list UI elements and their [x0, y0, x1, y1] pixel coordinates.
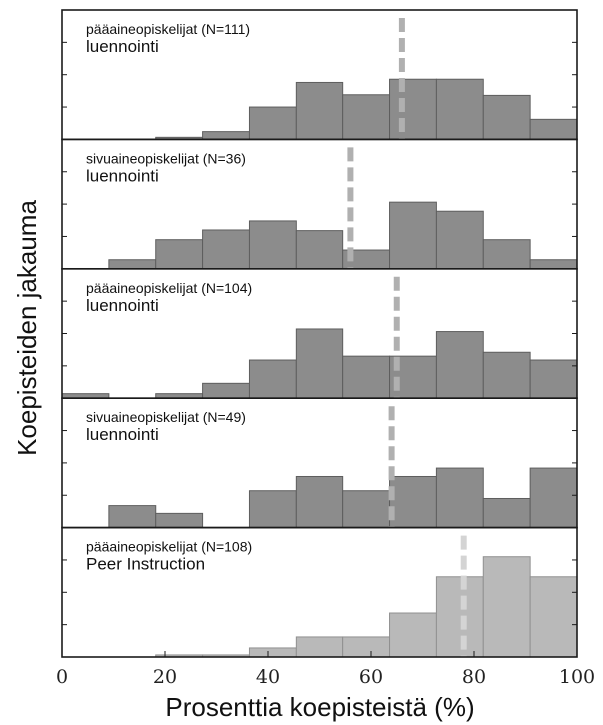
histogram-bar: [248, 647, 297, 658]
x-tick-label: 40: [256, 666, 280, 688]
panel-group-label: pääaineopiskelijat (N=108): [86, 539, 252, 555]
histogram-bar: [295, 636, 344, 658]
x-tick-label: 80: [462, 666, 486, 688]
histogram-bar: [482, 351, 531, 399]
x-axis-ticks: 0 20 40 60 80 100: [56, 651, 595, 688]
histogram-bar: [529, 467, 578, 529]
panel-group-label: pääaineopiskelijat (N=111): [86, 21, 250, 37]
histogram-bar: [295, 81, 344, 140]
histogram-panel: pääaineopiskelijat (N=108)Peer Instructi…: [61, 526, 578, 658]
histogram-bar: [435, 576, 484, 658]
histogram-bar: [482, 94, 531, 140]
x-tick-label: 60: [359, 666, 383, 688]
panel-method-label: luennointi: [86, 37, 159, 56]
histogram-bar: [529, 576, 578, 658]
panel-method-label: luennointi: [86, 296, 159, 315]
panel-frame: [61, 526, 578, 658]
histogram-bar: [202, 382, 250, 399]
histogram-bar: [482, 497, 531, 529]
y-axis-label: Koepisteiden jakauma: [12, 200, 42, 456]
histogram-panel: pääaineopiskelijat (N=104)luennointi: [61, 267, 578, 399]
histogram-bar: [202, 229, 250, 270]
histogram-bar: [108, 505, 157, 529]
histogram-bar: [529, 118, 578, 140]
histogram-bar: [248, 106, 297, 140]
panel-group-label: sivuaineopiskelijat (N=36): [86, 150, 246, 166]
panel-group-label: pääaineopiskelijat (N=104): [86, 280, 252, 296]
x-axis-label: Prosenttia koepisteistä (%): [165, 692, 474, 722]
histogram-bar: [155, 512, 204, 529]
histogram-panels: pääaineopiskelijat (N=111)luennointisivu…: [61, 9, 578, 658]
histogram-bar: [295, 328, 344, 399]
histogram-bar: [482, 239, 531, 270]
panel-method-label: Peer Instruction: [86, 555, 205, 574]
x-tick-label: 100: [559, 666, 595, 688]
histogram-bar: [202, 131, 250, 140]
histogram-bar: [108, 259, 157, 270]
panel-group-label: sivuaineopiskelijat (N=49): [86, 409, 246, 425]
panel-method-label: luennointi: [86, 166, 159, 185]
histogram-bar: [295, 230, 344, 270]
histogram-bar: [389, 78, 437, 140]
histogram-panel: pääaineopiskelijat (N=111)luennointi: [61, 9, 578, 141]
histogram-bar: [248, 490, 297, 529]
histogram-bar: [342, 490, 391, 529]
histogram-bar: [342, 355, 391, 399]
histogram-bar: [529, 259, 578, 270]
histogram-bar: [435, 210, 484, 270]
histogram-bar: [155, 239, 204, 270]
histogram-bar: [482, 556, 531, 658]
histogram-bar: [389, 475, 437, 529]
panel-method-label: luennointi: [86, 425, 159, 444]
histogram-bar: [248, 359, 297, 399]
histogram-bar: [389, 612, 437, 658]
histogram-bar: [435, 467, 484, 529]
histogram-panel: sivuaineopiskelijat (N=49)luennointi: [61, 397, 578, 529]
histogram-bar: [295, 475, 344, 529]
histogram-bar: [248, 220, 297, 270]
histogram-bar: [435, 78, 484, 140]
histogram-bar: [529, 359, 578, 399]
histogram-panel: sivuaineopiskelijat (N=36)luennointi: [61, 138, 578, 270]
histogram-bar: [435, 331, 484, 399]
histogram-bar: [342, 94, 391, 140]
x-tick-label: 0: [56, 666, 68, 688]
histogram-bar: [342, 636, 391, 658]
histogram-bar: [389, 201, 437, 270]
x-tick-label: 20: [153, 666, 177, 688]
